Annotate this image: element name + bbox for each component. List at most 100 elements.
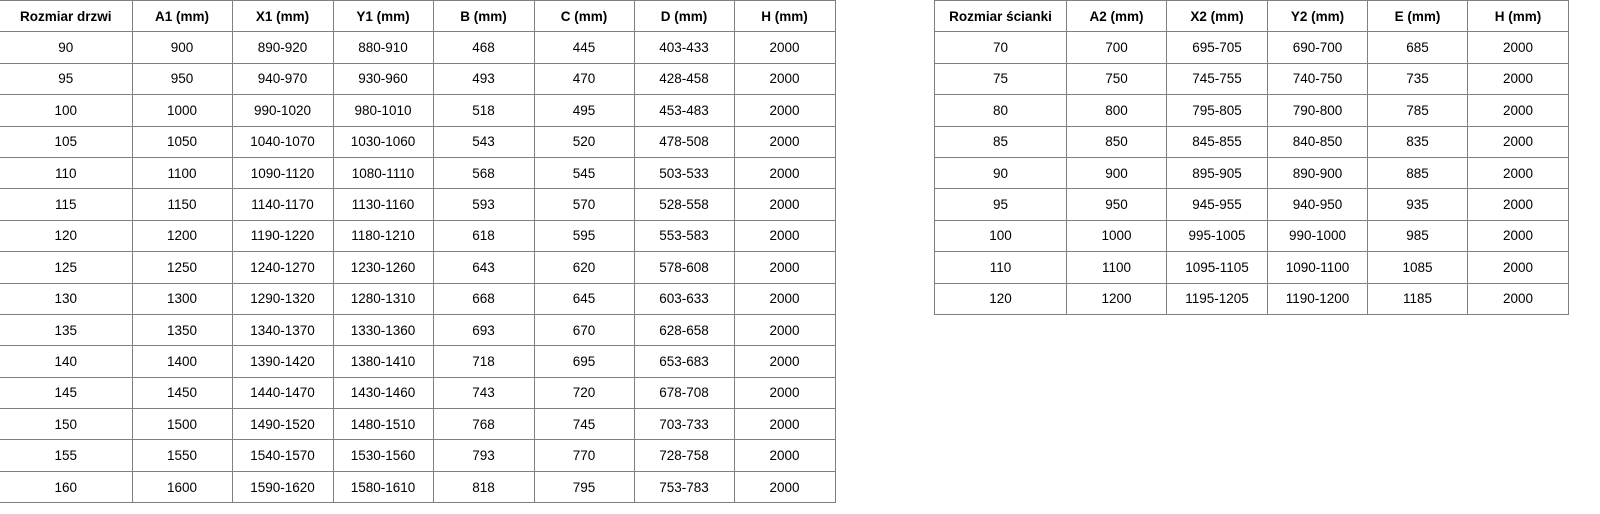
table-cell: 595: [533, 219, 635, 253]
table-cell: 2000: [1467, 282, 1569, 315]
table-cell: 900: [1066, 156, 1167, 190]
table-cell: 2000: [733, 282, 836, 315]
table-cell: 545: [533, 156, 635, 190]
table-cell: 1140-1170: [231, 188, 334, 221]
table-cell: 1600: [131, 470, 233, 504]
table-cell: 1040-1070: [231, 125, 334, 158]
table-cell: 1190-1220: [231, 219, 334, 253]
column-header: H (mm): [1467, 0, 1569, 33]
table-cell: 850: [1066, 125, 1167, 158]
table-cell: 115: [0, 188, 133, 221]
table-cell: 895-905: [1166, 156, 1268, 190]
table-cell: 453-483: [633, 94, 735, 127]
column-header: A1 (mm): [131, 0, 233, 33]
table-cell: 403-433: [633, 31, 735, 64]
table-cell: 150: [0, 408, 133, 441]
table-cell: 1230-1260: [332, 251, 434, 284]
table-cell: 1540-1570: [231, 439, 334, 472]
table-cell: 2000: [733, 345, 836, 378]
table-cell: 105: [0, 125, 133, 158]
table-cell: 743: [432, 376, 535, 410]
column-header: E (mm): [1367, 0, 1468, 33]
table-cell: 1190-1200: [1267, 282, 1368, 315]
table-cell: 593: [432, 188, 535, 221]
table-cell: 1400: [131, 345, 233, 378]
table-cell: 518: [432, 94, 535, 127]
column-header: C (mm): [533, 0, 635, 33]
table-cell: 2000: [733, 439, 836, 472]
table-cell: 685: [1367, 31, 1468, 64]
table-cell: 620: [533, 251, 635, 284]
table-cell: 2000: [1467, 188, 1569, 221]
table-row: 125 1250 1240-1270 1230-1260 643 620 578-608 20…: [0, 251, 836, 284]
table-cell: 2000: [1467, 251, 1569, 284]
table-cell: 528-558: [633, 188, 735, 221]
table-cell: 695-705: [1166, 31, 1268, 64]
table-cell: 2000: [733, 31, 836, 64]
table-cell: 840-850: [1267, 125, 1368, 158]
wall-size-table: Rozmiar ścianki A2 (mm) X2 (mm) Y2 (mm) E (m…: [934, 0, 1569, 315]
table-row: 105 1050 1040-1070 1030-1060 543 520 478-508 20…: [0, 125, 836, 158]
table-cell: 1590-1620: [231, 470, 334, 504]
table-cell: 2000: [733, 125, 836, 158]
table-cell: 670: [533, 313, 635, 347]
table-cell: 1250: [131, 251, 233, 284]
table-cell: 845-855: [1166, 125, 1268, 158]
table-cell: 568: [432, 156, 535, 190]
column-header: X2 (mm): [1166, 0, 1268, 33]
table-row: 120 1200 1195-1205 1190-1200 1185 2000: [934, 282, 1569, 315]
table-cell: 70: [934, 31, 1067, 64]
table-cell: 653-683: [633, 345, 735, 378]
table-cell: 950: [1066, 188, 1167, 221]
table-cell: 2000: [733, 313, 836, 347]
table-cell: 1580-1610: [332, 470, 434, 504]
table-cell: 900: [131, 31, 233, 64]
table-cell: 668: [432, 282, 535, 315]
table-cell: 90: [0, 31, 133, 64]
table-row: 115 1150 1140-1170 1130-1160 593 570 528-558 20…: [0, 188, 836, 221]
table-cell: 1240-1270: [231, 251, 334, 284]
column-header: X1 (mm): [231, 0, 334, 33]
table-cell: 1550: [131, 439, 233, 472]
table-cell: 885: [1367, 156, 1468, 190]
table-cell: 1090-1120: [231, 156, 334, 190]
table-cell: 618: [432, 219, 535, 253]
table-cell: 1080-1110: [332, 156, 434, 190]
table-cell: 940-950: [1267, 188, 1368, 221]
table-cell: 2000: [1467, 125, 1569, 158]
table-cell: 930-960: [332, 62, 434, 96]
column-header: Rozmiar drzwi: [0, 0, 133, 33]
table-cell: 645: [533, 282, 635, 315]
table-cell: 1200: [131, 219, 233, 253]
table-cell: 880-910: [332, 31, 434, 64]
table-cell: 145: [0, 376, 133, 410]
table-cell: 603-633: [633, 282, 735, 315]
table-cell: 75: [934, 62, 1067, 96]
table-row: 135 1350 1340-1370 1330-1360 693 670 628-658 20…: [0, 313, 836, 347]
table-row: 90 900 895-905 890-900 885 2000: [934, 156, 1569, 190]
table-cell: 1085: [1367, 251, 1468, 284]
door-size-table: Rozmiar drzwi A1 (mm) X1 (mm) Y1 (mm) B (mm)…: [0, 0, 836, 504]
table-cell: 1185: [1367, 282, 1468, 315]
table-cell: 2000: [1467, 156, 1569, 190]
table-cell: 1150: [131, 188, 233, 221]
table-cell: 1200: [1066, 282, 1167, 315]
table-row: 100 1000 995-1005 990-1000 985 2000: [934, 219, 1569, 253]
table-row: 145 1450 1440-1470 1430-1460 743 720 678-708 20…: [0, 376, 836, 410]
table-cell: 503-533: [633, 156, 735, 190]
table-cell: 745-755: [1166, 62, 1268, 96]
table-cell: 2000: [1467, 62, 1569, 96]
table-cell: 428-458: [633, 62, 735, 96]
table-cell: 468: [432, 31, 535, 64]
table-cell: 1030-1060: [332, 125, 434, 158]
table-cell: 495: [533, 94, 635, 127]
table-row: 80 800 795-805 790-800 785 2000: [934, 94, 1569, 127]
table-cell: 2000: [733, 94, 836, 127]
table-cell: 1530-1560: [332, 439, 434, 472]
table-row: 140 1400 1390-1420 1380-1410 718 695 653-683 20…: [0, 345, 836, 378]
table-cell: 1430-1460: [332, 376, 434, 410]
table-row: 90 900 890-920 880-910 468 445 403-433 2000: [0, 31, 836, 64]
table-cell: 940-970: [231, 62, 334, 96]
table-cell: 1340-1370: [231, 313, 334, 347]
table-cell: 2000: [1467, 94, 1569, 127]
